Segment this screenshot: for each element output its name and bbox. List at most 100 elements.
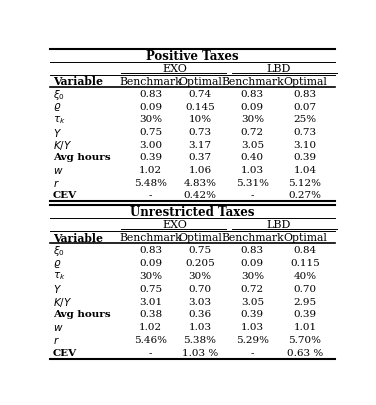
Text: 0.72: 0.72	[241, 128, 264, 137]
Text: Positive Taxes: Positive Taxes	[146, 50, 239, 63]
Text: 0.39: 0.39	[241, 310, 264, 319]
Text: $\varrho$: $\varrho$	[53, 257, 61, 269]
Text: -: -	[149, 191, 152, 200]
Text: 0.70: 0.70	[293, 284, 317, 293]
Text: 0.72: 0.72	[241, 284, 264, 293]
Text: 1.03: 1.03	[188, 322, 212, 331]
Text: 0.83: 0.83	[241, 246, 264, 255]
Text: 0.73: 0.73	[188, 128, 212, 137]
Text: LBD: LBD	[267, 64, 291, 74]
Text: $\xi_0$: $\xi_0$	[53, 87, 65, 101]
Text: Benchmark: Benchmark	[119, 77, 182, 87]
Text: 3.05: 3.05	[241, 141, 264, 149]
Text: Benchmark: Benchmark	[119, 232, 182, 243]
Text: 4.83%: 4.83%	[183, 178, 217, 187]
Text: 1.02: 1.02	[139, 166, 162, 175]
Text: $\varrho$: $\varrho$	[53, 101, 61, 113]
Text: $\xi_0$: $\xi_0$	[53, 243, 65, 257]
Text: 0.39: 0.39	[293, 310, 317, 319]
Text: 0.145: 0.145	[185, 102, 215, 111]
Text: 0.09: 0.09	[139, 102, 162, 111]
Text: $Y$: $Y$	[53, 283, 62, 294]
Text: $K/Y$: $K/Y$	[53, 139, 72, 151]
Text: 5.48%: 5.48%	[134, 178, 167, 187]
Text: $r$: $r$	[53, 177, 60, 188]
Text: 5.46%: 5.46%	[134, 335, 167, 344]
Text: 1.02: 1.02	[139, 322, 162, 331]
Text: CEV: CEV	[53, 348, 77, 357]
Text: 5.31%: 5.31%	[236, 178, 269, 187]
Text: 10%: 10%	[188, 115, 212, 124]
Text: 5.12%: 5.12%	[288, 178, 321, 187]
Text: Variable: Variable	[53, 76, 103, 87]
Text: $Y$: $Y$	[53, 126, 62, 138]
Text: 0.115: 0.115	[290, 258, 320, 267]
Text: EXO: EXO	[163, 220, 188, 230]
Text: 30%: 30%	[241, 115, 264, 124]
Text: 3.03: 3.03	[188, 297, 212, 306]
Text: 1.03 %: 1.03 %	[182, 348, 218, 357]
Text: Variable: Variable	[53, 232, 103, 243]
Text: Optimal: Optimal	[283, 77, 327, 87]
Text: 0.39: 0.39	[293, 153, 317, 162]
Text: 0.70: 0.70	[188, 284, 212, 293]
Text: -: -	[149, 348, 152, 357]
Text: 3.05: 3.05	[241, 297, 264, 306]
Text: 0.75: 0.75	[139, 128, 162, 137]
Text: 1.01: 1.01	[293, 322, 317, 331]
Text: 0.42%: 0.42%	[183, 191, 217, 200]
Text: 25%: 25%	[293, 115, 317, 124]
Text: CEV: CEV	[53, 191, 77, 200]
Text: 0.40: 0.40	[241, 153, 264, 162]
Text: 0.73: 0.73	[293, 128, 317, 137]
Text: LBD: LBD	[267, 220, 291, 230]
Text: Optimal: Optimal	[178, 232, 222, 243]
Text: $K/Y$: $K/Y$	[53, 295, 72, 308]
Text: 0.83: 0.83	[139, 90, 162, 99]
Text: 30%: 30%	[139, 271, 162, 280]
Text: 0.84: 0.84	[293, 246, 317, 255]
Text: 0.07: 0.07	[293, 102, 317, 111]
Text: 0.37: 0.37	[188, 153, 212, 162]
Text: 30%: 30%	[188, 271, 212, 280]
Text: $w$: $w$	[53, 165, 63, 175]
Text: 5.29%: 5.29%	[236, 335, 269, 344]
Text: $\tau_k$: $\tau_k$	[53, 114, 65, 126]
Text: 0.09: 0.09	[241, 102, 264, 111]
Text: Avg hours: Avg hours	[53, 153, 111, 162]
Text: 40%: 40%	[293, 271, 317, 280]
Text: 0.75: 0.75	[139, 284, 162, 293]
Text: -: -	[251, 348, 254, 357]
Text: 0.09: 0.09	[139, 258, 162, 267]
Text: 0.09: 0.09	[241, 258, 264, 267]
Text: 1.06: 1.06	[188, 166, 212, 175]
Text: 1.03: 1.03	[241, 166, 264, 175]
Text: 0.36: 0.36	[188, 310, 212, 319]
Text: Optimal: Optimal	[283, 232, 327, 243]
Text: 30%: 30%	[139, 115, 162, 124]
Text: $r$: $r$	[53, 334, 60, 345]
Text: 5.70%: 5.70%	[288, 335, 321, 344]
Text: 0.27%: 0.27%	[288, 191, 321, 200]
Text: 3.17: 3.17	[188, 141, 212, 149]
Text: 1.04: 1.04	[293, 166, 317, 175]
Text: 0.75: 0.75	[188, 246, 212, 255]
Text: 30%: 30%	[241, 271, 264, 280]
Text: EXO: EXO	[163, 64, 188, 74]
Text: 0.38: 0.38	[139, 310, 162, 319]
Text: Benchmark: Benchmark	[221, 232, 284, 243]
Text: 1.03: 1.03	[241, 322, 264, 331]
Text: Optimal: Optimal	[178, 77, 222, 87]
Text: 2.95: 2.95	[293, 297, 317, 306]
Text: 0.83: 0.83	[293, 90, 317, 99]
Text: 0.83: 0.83	[241, 90, 264, 99]
Text: 3.01: 3.01	[139, 297, 162, 306]
Text: -: -	[251, 191, 254, 200]
Text: 0.39: 0.39	[139, 153, 162, 162]
Text: Benchmark: Benchmark	[221, 77, 284, 87]
Text: 3.10: 3.10	[293, 141, 317, 149]
Text: $\tau_k$: $\tau_k$	[53, 270, 65, 281]
Text: Unrestricted Taxes: Unrestricted Taxes	[130, 205, 255, 218]
Text: 0.74: 0.74	[188, 90, 212, 99]
Text: 5.38%: 5.38%	[183, 335, 217, 344]
